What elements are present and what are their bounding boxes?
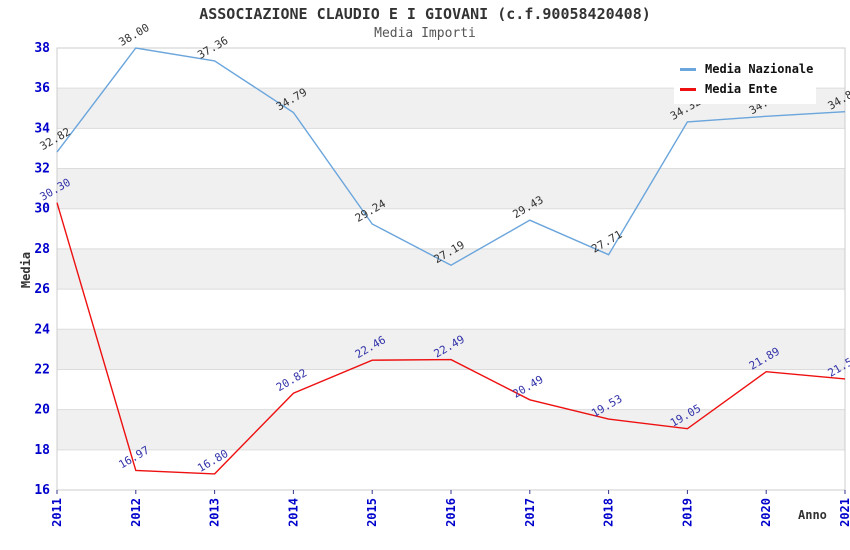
- chart-subtitle: Media Importi: [374, 26, 476, 41]
- svg-text:32: 32: [34, 162, 50, 177]
- svg-text:2014: 2014: [286, 498, 300, 527]
- svg-text:2015: 2015: [365, 498, 379, 527]
- svg-text:22: 22: [34, 362, 50, 377]
- legend-label-media-nazionale: Media Nazionale: [705, 62, 814, 76]
- svg-text:20.49: 20.49: [510, 373, 545, 401]
- svg-text:38.00: 38.00: [116, 21, 151, 49]
- chart-title: ASSOCIAZIONE CLAUDIO E I GIOVANI (c.f.90…: [199, 5, 651, 23]
- x-axis-tick-labels: 2011 2012 2013 2014 2015 2016 2017 2018 2019 2020…: [50, 490, 850, 527]
- series-line-1: [56, 202, 846, 475]
- svg-text:36: 36: [34, 81, 50, 96]
- svg-text:20: 20: [34, 403, 50, 418]
- svg-text:30: 30: [34, 202, 50, 217]
- svg-text:2012: 2012: [129, 498, 143, 527]
- svg-text:16: 16: [34, 483, 50, 498]
- svg-text:2021: 2021: [838, 498, 850, 527]
- svg-text:20.82: 20.82: [274, 366, 309, 394]
- legend-item-media-nazionale: Media Nazionale: [680, 62, 814, 76]
- svg-text:18: 18: [34, 443, 50, 458]
- svg-text:2018: 2018: [602, 498, 616, 527]
- y-axis-title: Media: [19, 251, 33, 289]
- svg-text:34: 34: [34, 121, 50, 136]
- legend-line-sample-ente-icon: [680, 87, 696, 91]
- svg-text:28: 28: [34, 242, 50, 257]
- svg-text:2016: 2016: [444, 498, 458, 527]
- legend-item-media-ente: Media Ente: [680, 82, 810, 96]
- plot-bands: [57, 88, 845, 450]
- svg-text:24: 24: [34, 322, 50, 337]
- svg-text:16.80: 16.80: [195, 447, 230, 475]
- svg-text:2017: 2017: [523, 498, 537, 527]
- svg-text:26: 26: [34, 282, 50, 297]
- y-axis-tick-labels: 16 18 20 22 24 26 28 30 32 34 36 38: [34, 41, 50, 498]
- svg-text:2011: 2011: [50, 498, 64, 527]
- x-axis-title: Anno: [798, 508, 827, 522]
- legend: Media Nazionale Media Ente: [674, 52, 816, 104]
- svg-text:2019: 2019: [680, 498, 694, 527]
- svg-text:2013: 2013: [208, 498, 222, 527]
- svg-text:38: 38: [34, 41, 50, 56]
- series-line-0: [56, 47, 846, 266]
- svg-text:37.36: 37.36: [195, 34, 230, 62]
- legend-line-sample-nazionale-icon: [680, 67, 696, 71]
- svg-text:2020: 2020: [759, 498, 773, 527]
- legend-label-media-ente: Media Ente: [705, 82, 778, 96]
